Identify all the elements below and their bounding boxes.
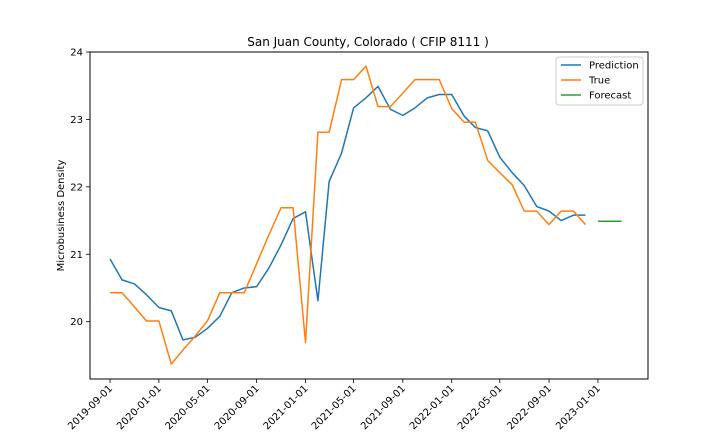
y-tick-label: 21 xyxy=(70,250,83,261)
y-tick-label: 20 xyxy=(70,317,83,328)
legend: Prediction True Forecast xyxy=(555,56,644,106)
series-line-prediction xyxy=(109,85,586,341)
y-axis: 20 21 22 23 24 xyxy=(70,48,90,328)
y-tick-label: 22 xyxy=(70,182,83,193)
legend-label-prediction: Prediction xyxy=(589,61,639,72)
series-line-true xyxy=(110,65,587,365)
chart-title: San Juan County, Colorado ( CFIP 8111 ) xyxy=(247,35,489,49)
legend-label-true: True xyxy=(588,76,610,87)
y-axis-label: Microbusiness Density xyxy=(56,160,67,272)
y-tick-label: 24 xyxy=(70,48,83,59)
series-layer xyxy=(109,65,622,365)
plot-frame xyxy=(89,51,649,380)
legend-box xyxy=(555,56,644,106)
y-tick-label: 23 xyxy=(70,115,83,126)
legend-label-forecast: Forecast xyxy=(589,91,631,102)
